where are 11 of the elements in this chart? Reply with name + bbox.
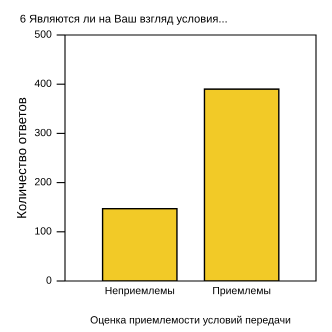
y-tick-label: 500 [34, 30, 52, 38]
y-tick-label: 0 [46, 276, 52, 284]
y-tick-label: 400 [34, 80, 52, 87]
y-tick-label: 200 [34, 178, 52, 186]
y-tick-label: 100 [35, 227, 52, 235]
x-axis-title: Оценка приемлемости условий передачи [90, 316, 290, 326]
x-tick-label: Приемлемы [213, 286, 270, 296]
chart-title: 6 Являются ли на Ваш взгляд условия... [20, 14, 227, 25]
y-axis-title: Количество ответов [17, 98, 26, 218]
y-tick-label: 300 [34, 128, 52, 136]
x-tick-label: Неприемлемы [106, 286, 174, 296]
